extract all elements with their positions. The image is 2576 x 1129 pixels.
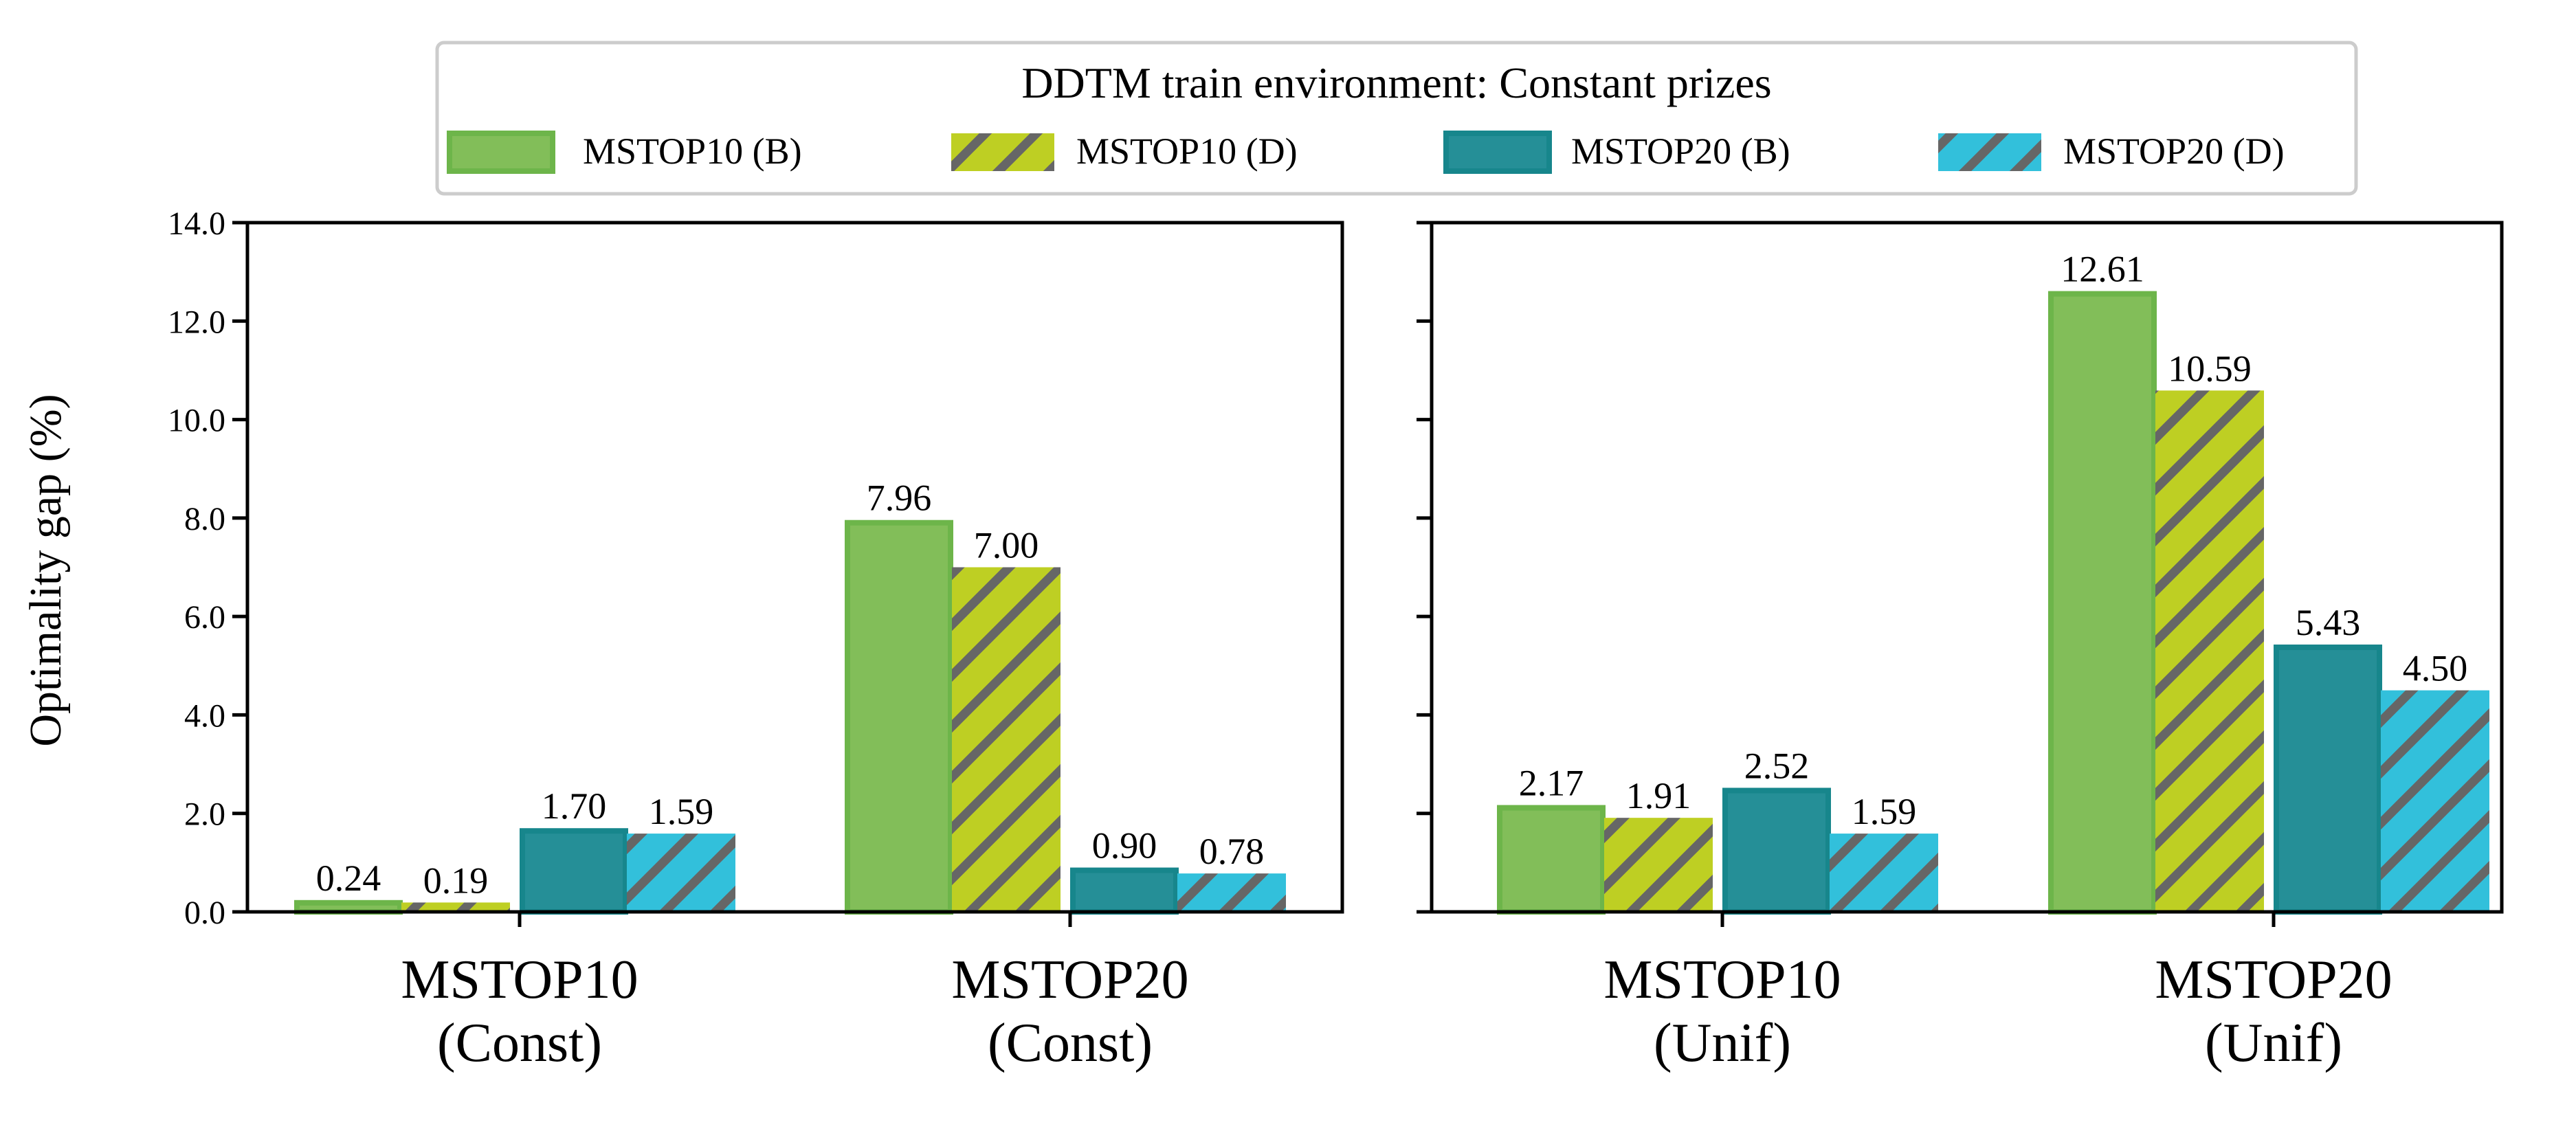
y-tick-label: 12.0 [168, 304, 225, 340]
x-tick-label: MSTOP10 (Unif) [1603, 950, 1841, 1073]
bar-mstop10-d [952, 567, 1061, 912]
data-label: 12.61 [2061, 249, 2144, 290]
bar-mstop10-d [1604, 818, 1713, 912]
plot-frame [1430, 221, 2504, 914]
data-label: 1.59 [1852, 791, 1917, 832]
chart-panel-1: 0.0 2.0 4.0 6.0 8.0 10.0 12.0 14.0 0.24 7.96 0.19 7… [168, 205, 1344, 1073]
data-label: 2.52 [1744, 745, 1810, 786]
data-label: 0.90 [1092, 825, 1157, 867]
chart-panel-2: 2.17 12.61 1.91 10.59 2.52 5.43 1.59 4.50 MSTOP1… [1417, 221, 2504, 1073]
data-label: 7.00 [974, 525, 1039, 566]
legend-swatch-mstop20-d [1938, 133, 2041, 171]
bar-mstop20-b [1722, 787, 1831, 915]
legend-swatch-mstop10-b [447, 131, 555, 174]
legend-swatch-mstop20-b [1443, 131, 1552, 174]
bar-mstop10-b [2048, 291, 2157, 915]
legend-label-mstop20-b: MSTOP20 (B) [1571, 131, 1790, 172]
bar-mstop20-d [627, 834, 735, 912]
legend-frame [435, 41, 2358, 196]
data-label: 0.19 [423, 860, 489, 901]
bar-mstop20-b [520, 828, 628, 915]
bar-mstop20-d [1830, 834, 1938, 912]
data-label: 7.96 [867, 478, 932, 519]
y-tick-label: 10.0 [168, 403, 225, 439]
data-label: 0.24 [316, 858, 381, 899]
x-tick-label: MSTOP10 (Const) [401, 950, 638, 1073]
plot-frame [245, 221, 1344, 914]
data-label: 1.91 [1626, 775, 1691, 816]
y-tick-label: 8.0 [184, 501, 225, 537]
data-label: 2.17 [1519, 763, 1584, 804]
chart-panels: 0.0 2.0 4.0 6.0 8.0 10.0 12.0 14.0 0.24 7.96 0.19 7… [168, 205, 2504, 1073]
data-label: 4.50 [2403, 648, 2468, 689]
y-tick-label: 14.0 [168, 205, 225, 242]
legend-label-mstop20-d: MSTOP20 (D) [2063, 131, 2285, 172]
legend-entry-mstop20-d: MSTOP20 (D) [1938, 131, 2285, 172]
bar-mstop20-d [2381, 690, 2489, 912]
bar-mstop10-d [401, 902, 510, 912]
bar-mstop10-b [845, 519, 953, 915]
data-label: 0.78 [1199, 831, 1265, 872]
y-tick-label: 2.0 [184, 796, 225, 833]
bar-mstop10-d [2155, 390, 2264, 912]
y-tick-label: 6.0 [184, 599, 225, 636]
bar-mstop20-b [1070, 867, 1179, 915]
x-tick-label: MSTOP20 (Const) [951, 950, 1188, 1073]
legend-label-mstop10-d: MSTOP10 (D) [1076, 131, 1298, 172]
legend-entry-mstop20-b: MSTOP20 (B) [1443, 131, 1790, 174]
legend-label-mstop10-b: MSTOP10 (B) [583, 131, 802, 172]
data-label: 5.43 [2296, 602, 2361, 643]
data-label: 10.59 [2168, 348, 2252, 389]
legend-title: DDTM train environment: Constant prizes [1021, 58, 1771, 107]
data-label: 1.59 [649, 791, 714, 832]
y-tick-label: 4.0 [184, 697, 225, 734]
x-tick-label: MSTOP20 (Unif) [2155, 950, 2392, 1073]
y-tick-label: 0.0 [184, 895, 225, 931]
data-label: 1.70 [542, 785, 607, 827]
legend-entry-mstop10-d: MSTOP10 (D) [951, 131, 1298, 172]
bar-mstop20-d [1177, 873, 1286, 912]
legend-swatch-mstop10-d [951, 133, 1054, 171]
legend-entry-mstop10-b: MSTOP10 (B) [447, 131, 802, 174]
legend: DDTM train environment: Constant prizes M… [435, 41, 2358, 196]
y-axis-label: Optimality gap (%) [21, 394, 71, 746]
bar-mstop10-b [1497, 805, 1606, 915]
bar-mstop20-b [2274, 644, 2382, 915]
